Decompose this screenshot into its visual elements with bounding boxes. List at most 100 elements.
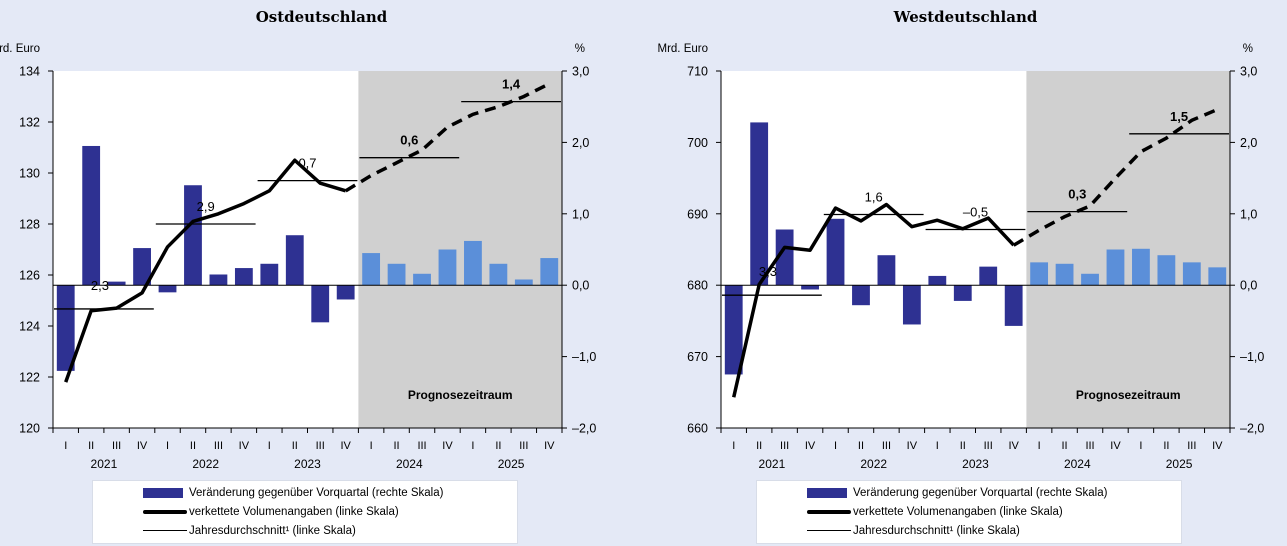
quarter-label: III [214,440,223,452]
legend-swatch-avg [807,530,851,531]
annual-average-label: 1,4 [502,77,521,92]
quarter-label: II [495,440,501,452]
quarter-label: II [1062,440,1068,452]
volume-line-forecast [1012,107,1218,247]
bar [979,266,998,286]
annual-average-label: 2,3 [91,278,109,293]
quarter-label: IV [137,440,148,452]
year-label: 2021 [759,457,786,471]
annual-average-label: 0,7 [298,156,316,171]
annual-average-label: 2,9 [197,199,215,214]
quarter-label: III [984,440,993,452]
right-tick-label: 2,0 [1240,136,1257,150]
right-tick-label: 0,0 [1240,279,1257,293]
quarter-label: II [190,440,196,452]
quarter-label: IV [1110,440,1121,452]
year-label: 2025 [1166,457,1193,471]
bar [801,285,819,290]
quarter-label: III [1085,440,1094,452]
right-axis-unit: % [1243,43,1253,55]
left-tick-label: 710 [687,65,708,79]
right-tick-label: –2,0 [1240,422,1264,436]
chart-panel-ost: Ostdeutschland 2,3 2,9 0,7 0,6 1,4 Prognoseze… [0,0,643,546]
right-tick-label: 0,0 [572,279,589,293]
year-label: 2022 [192,457,219,471]
volume-line-actual [732,202,1015,398]
legend-swatch-bars [807,488,847,498]
bar [260,263,279,286]
right-axis-unit: % [575,43,585,55]
quarter-label: III [1187,440,1196,452]
bar [107,281,126,286]
bar [775,229,794,286]
bar [1055,263,1074,286]
left-tick-label: 680 [687,279,708,293]
right-tick-label: 3,0 [572,65,589,79]
bar [852,285,870,306]
bar [184,185,202,286]
annual-average-label: 1,5 [1170,109,1188,124]
quarter-label: III [780,440,789,452]
quarter-label: IV [442,440,453,452]
bar [1157,255,1176,286]
quarter-label: IV [544,440,555,452]
year-label: 2023 [962,457,989,471]
left-tick-label: 132 [19,116,40,130]
bar [1182,262,1201,286]
bar [158,285,177,293]
quarter-label: I [166,440,169,452]
quarter-label: III [316,440,325,452]
quarter-label: II [960,440,966,452]
legend-label: Veränderung gegenüber Vorquartal (rechte… [853,487,1108,499]
legend-label: Veränderung gegenüber Vorquartal (rechte… [189,487,444,499]
legend-swatch-line [143,510,187,514]
left-tick-label: 660 [687,422,708,436]
legend-swatch-bars [143,488,183,498]
legend-label: Jahresdurchschnitt¹ (linke Skala) [189,525,356,537]
left-tick-label: 134 [19,65,40,79]
forecast-label: Prognosezeitraum [408,388,513,402]
quarter-label: IV [805,440,816,452]
bar [234,268,253,286]
left-tick-label: 700 [687,136,708,150]
chart-title: Ostdeutschland [255,8,388,26]
quarter-label: I [732,440,735,452]
legend: Veränderung gegenüber Vorquartal (rechte… [92,480,518,544]
bar [1208,267,1227,286]
quarter-label: IV [340,440,351,452]
left-tick-label: 670 [687,350,708,364]
bar [1030,262,1049,286]
left-tick-label: 130 [19,167,40,181]
year-label: 2024 [396,457,423,471]
left-tick-label: 126 [19,269,40,283]
bar [750,122,769,286]
left-tick-label: 120 [19,422,40,436]
bar [928,275,947,286]
bar [209,274,228,286]
bar [902,285,921,325]
bar [1004,285,1023,326]
quarter-label: II [292,440,298,452]
forecast-label: Prognosezeitraum [1076,388,1181,402]
bar [336,285,355,300]
legend-label: verkettete Volumenangaben (linke Skala) [189,506,399,518]
chart-panel-west: Westdeutschland 3,3 1,6 –0,5 0,3 1,5 Prognose… [644,0,1287,546]
left-axis-unit: Mrd. Euro [658,43,709,55]
bar [82,145,101,286]
right-tick-label: –1,0 [1240,350,1264,364]
year-label: 2021 [91,457,118,471]
quarter-label: IV [1212,440,1223,452]
quarter-label: II [756,440,762,452]
bar [438,249,457,286]
volume-line-forecast [344,82,551,193]
quarter-label: I [1139,440,1142,452]
bar [133,248,151,286]
legend-label: Jahresdurchschnitt¹ (linke Skala) [853,525,1020,537]
legend: Veränderung gegenüber Vorquartal (rechte… [756,480,1182,544]
volume-line-actual [64,158,347,383]
right-tick-label: –2,0 [572,422,596,436]
bar [56,285,75,371]
annual-average-label: 0,6 [400,133,418,148]
forecast-region [1026,71,1230,428]
